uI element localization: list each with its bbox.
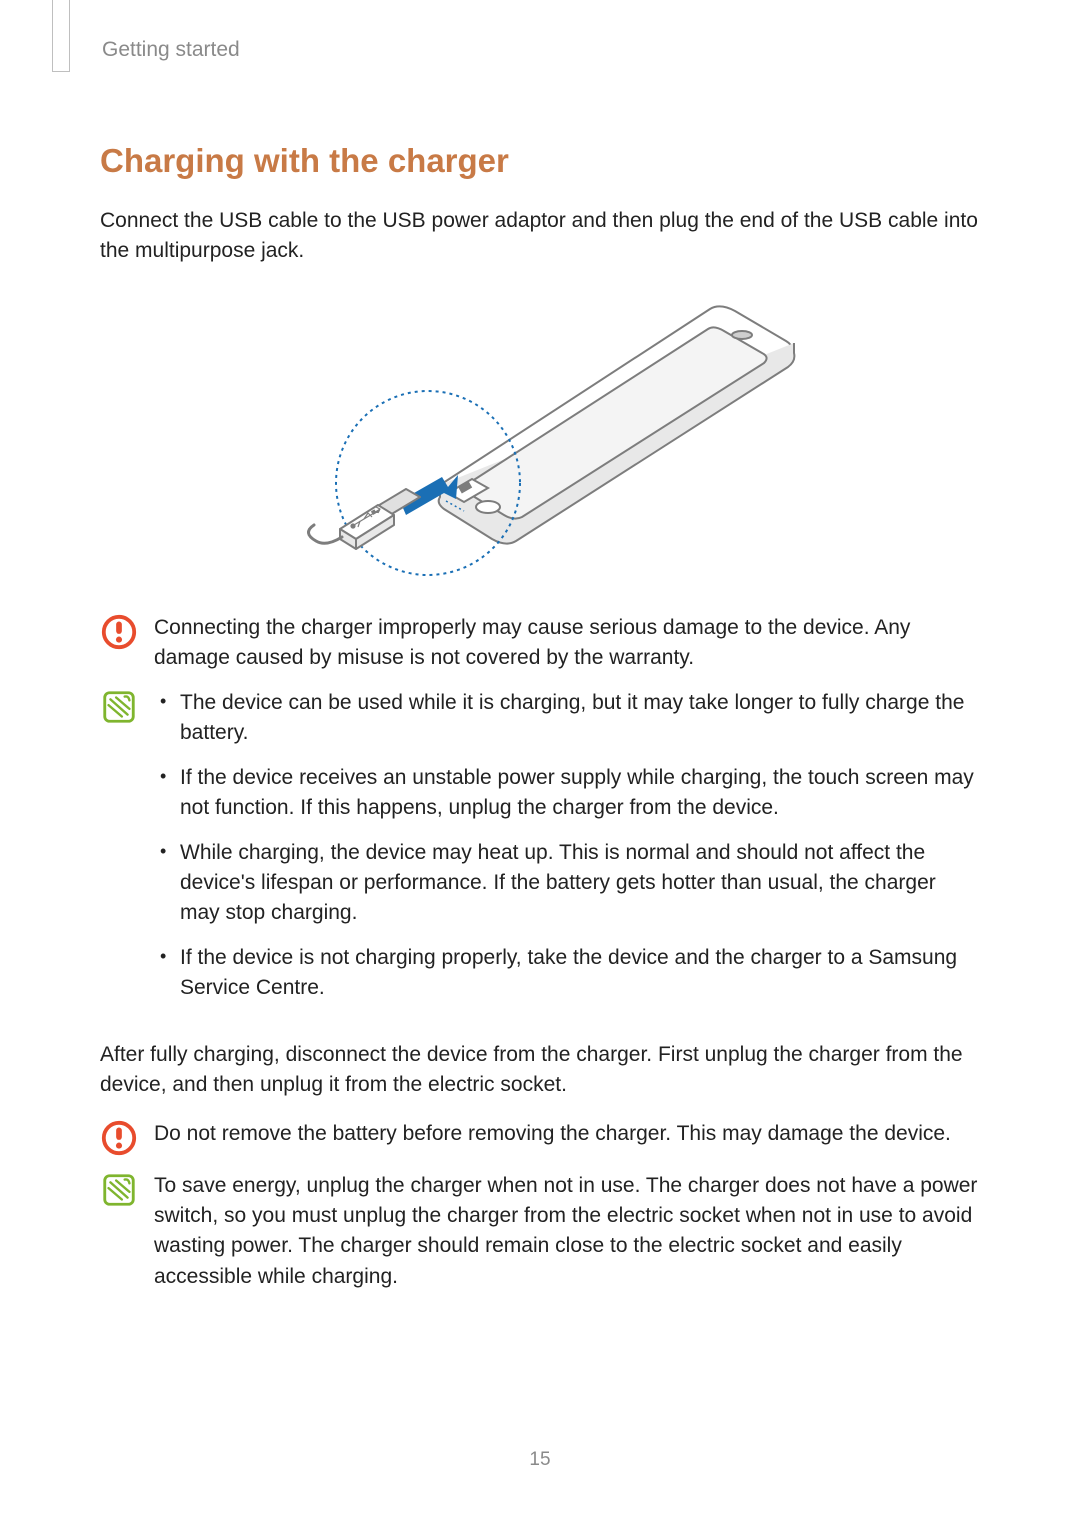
- charging-diagram-container: [100, 285, 980, 585]
- note-bullet-4: If the device is not charging properly, …: [154, 943, 980, 1004]
- note-bullet-1: The device can be used while it is charg…: [154, 688, 980, 749]
- note-bullet-3: While charging, the device may heat up. …: [154, 838, 980, 929]
- note-body-1: The device can be used while it is charg…: [154, 688, 980, 1018]
- note-bullet-2: If the device receives an unstable power…: [154, 763, 980, 824]
- charging-diagram: [280, 285, 800, 585]
- caution-text-2: Do not remove the battery before removin…: [154, 1119, 980, 1149]
- after-paragraph: After fully charging, disconnect the dev…: [100, 1040, 980, 1101]
- page-content: Charging with the charger Connect the US…: [100, 142, 980, 1306]
- note-bullet-list: The device can be used while it is charg…: [154, 688, 980, 1004]
- note-callout-2: To save energy, unplug the charger when …: [100, 1171, 980, 1293]
- caution-callout-2: Do not remove the battery before removin…: [100, 1119, 980, 1157]
- note-callout-1: The device can be used while it is charg…: [100, 688, 980, 1018]
- note-icon: [100, 688, 138, 726]
- section-header: Getting started: [102, 38, 240, 62]
- caution-text-1: Connecting the charger improperly may ca…: [154, 613, 980, 674]
- note-text-2: To save energy, unplug the charger when …: [154, 1171, 980, 1293]
- page-title: Charging with the charger: [100, 142, 980, 180]
- caution-icon: [100, 1119, 138, 1157]
- caution-callout-1: Connecting the charger improperly may ca…: [100, 613, 980, 674]
- caution-icon: [100, 613, 138, 651]
- page-number: 15: [0, 1449, 1080, 1471]
- intro-paragraph: Connect the USB cable to the USB power a…: [100, 206, 980, 267]
- header-tab-divider: [52, 0, 70, 72]
- note-icon: [100, 1171, 138, 1209]
